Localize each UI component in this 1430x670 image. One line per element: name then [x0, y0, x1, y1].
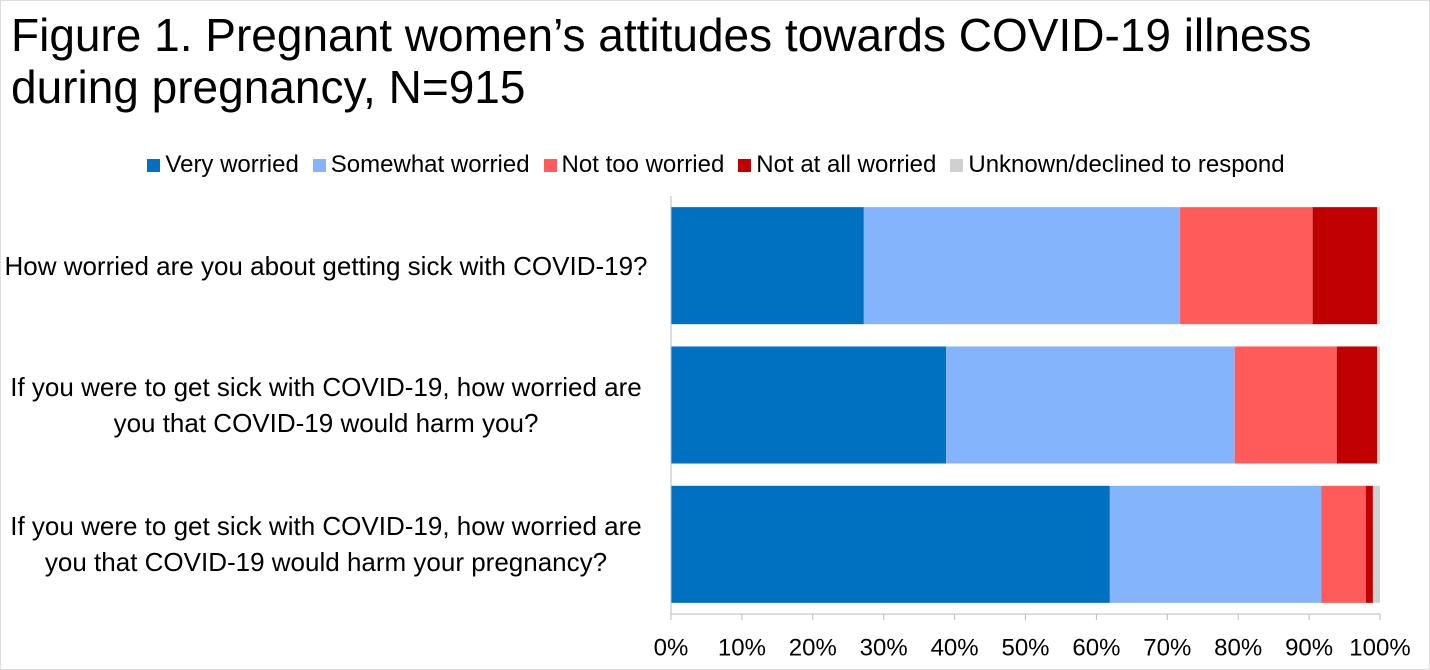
x-tick-label: 70% [1143, 634, 1191, 661]
legend-swatch [950, 158, 964, 172]
legend-label: Somewhat worried [330, 151, 530, 178]
legend-label: Not too worried [561, 151, 725, 178]
bar-segment [671, 485, 1110, 603]
bar-segment [1336, 346, 1378, 464]
legend-item: Not too worried [543, 151, 725, 179]
legend-label: Very worried [165, 151, 299, 178]
legend-item: Not at all worried [738, 151, 936, 179]
bar-segment [1372, 485, 1380, 603]
legend-item: Very worried [147, 151, 299, 179]
x-tick-label: 60% [1072, 634, 1120, 661]
legend-item: Somewhat worried [312, 151, 530, 179]
x-tick-label: 20% [789, 634, 837, 661]
legend-label: Unknown/declined to respond [968, 151, 1285, 178]
bar-segment [1377, 207, 1380, 325]
legend-label: Not at all worried [756, 151, 937, 178]
bar-segment [1312, 207, 1378, 325]
legend-item: Unknown/declined to respond [950, 151, 1285, 179]
bar-segment [671, 346, 947, 464]
bar-segment [1321, 485, 1366, 603]
x-tick-label: 80% [1214, 634, 1262, 661]
bar-segment [1109, 485, 1322, 603]
bar-segment [671, 207, 864, 325]
x-tick-label: 100% [1349, 634, 1410, 661]
x-tick-label: 40% [931, 634, 979, 661]
x-tick-label: 10% [718, 634, 766, 661]
bar-segment [946, 346, 1235, 464]
category-label: If you were to get sick with COVID-19, h… [10, 511, 642, 578]
x-tick-label: 30% [860, 634, 908, 661]
bar-segment [1180, 207, 1313, 325]
category-label: How worried are you about getting sick w… [4, 250, 648, 281]
bar-segment [1365, 485, 1373, 603]
chart-title: Figure 1. Pregnant women’s attitudes tow… [11, 9, 1312, 113]
legend-swatch [312, 158, 326, 172]
bar-segment [1234, 346, 1337, 464]
legend-swatch [543, 158, 557, 172]
legend-swatch [738, 158, 752, 172]
legend: Very worried Somewhat worried Not too worr… [1, 151, 1430, 179]
legend-swatch [147, 158, 161, 172]
bar-segment [1377, 346, 1380, 464]
bar-segment [863, 207, 1181, 325]
x-tick-label: 0% [654, 634, 689, 661]
x-tick-label: 50% [1001, 634, 1049, 661]
x-tick-label: 90% [1285, 634, 1333, 661]
category-label: If you were to get sick with COVID-19, h… [10, 371, 642, 438]
